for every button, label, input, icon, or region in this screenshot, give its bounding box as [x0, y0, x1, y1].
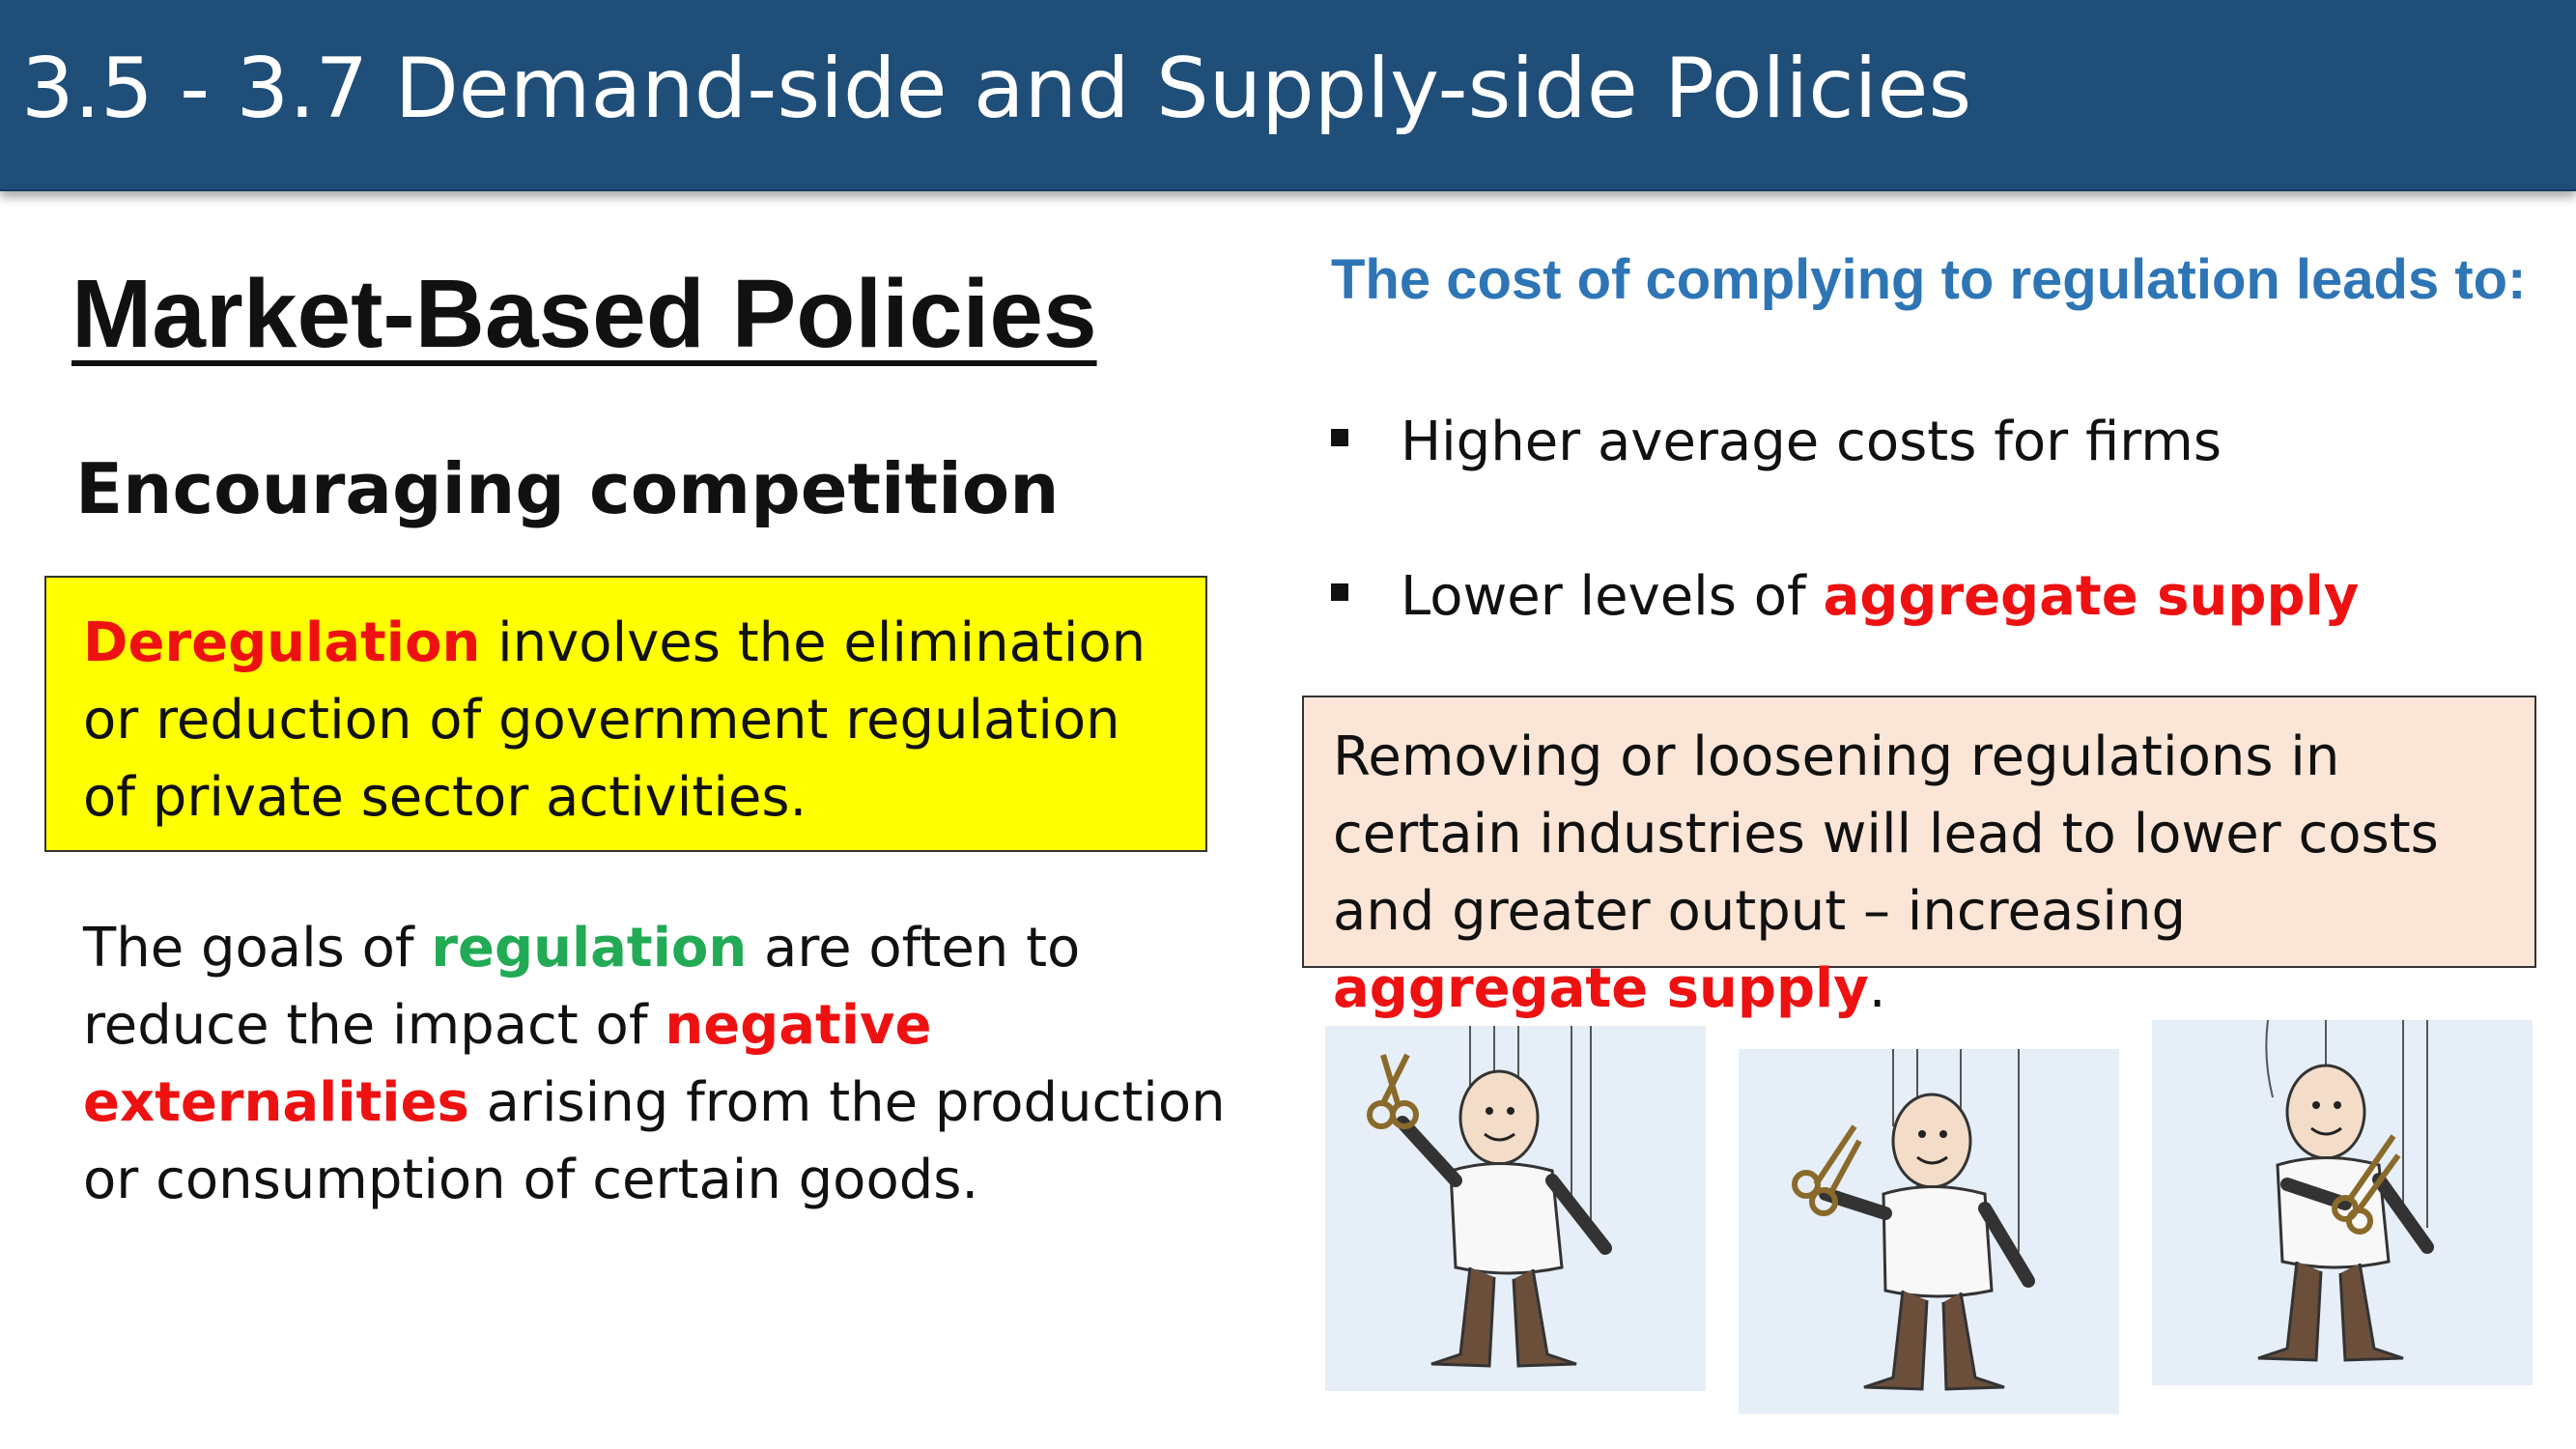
bullet-item: Lower levels of aggregate supply [1331, 558, 2359, 636]
aggregate-supply-term: aggregate supply [1333, 957, 1869, 1020]
definition-box: Deregulation involves the elimination or… [44, 576, 1207, 852]
goals-paragraph: The goals of regulation are often to red… [83, 910, 1232, 1219]
cost-heading: The cost of complying to regulation lead… [1331, 248, 2527, 311]
section-subheading: Encouraging competition [75, 448, 1060, 529]
goals-part2: are often to reduce the impact of [83, 917, 1081, 1057]
section-heading: Market-Based Policies [71, 260, 1097, 368]
regulation-term: regulation [431, 917, 748, 980]
bullet-item: Higher average costs for firms [1331, 404, 2222, 481]
summary-text: Removing or loosening regulations in cer… [1333, 725, 2439, 943]
title-bar: 3.5 - 3.7 Demand-side and Supply-side Po… [0, 0, 2576, 191]
slide-title: 3.5 - 3.7 Demand-side and Supply-side Po… [21, 41, 1972, 137]
aggregate-supply-term: aggregate supply [1823, 565, 2360, 628]
bullet-text: Lower levels of [1401, 565, 1824, 628]
negative-externalities-term: negative externalities [83, 994, 932, 1134]
bullet-square-icon [1331, 428, 1348, 446]
goals-part3: arising from the production or consumpti… [83, 1071, 1226, 1211]
puppet-cutting-strings-icon [2152, 1020, 2533, 1385]
deregulation-term: Deregulation [83, 611, 481, 674]
bullet-square-icon [1331, 582, 1348, 601]
bullet-text: Higher average costs for firms [1401, 411, 2222, 473]
summary-end: . [1868, 957, 1886, 1020]
puppet-cutting-strings-icon [1325, 1026, 1706, 1391]
goals-part1: The goals of [83, 917, 432, 980]
puppet-cutting-strings-icon [1739, 1049, 2119, 1414]
definition-text: involves the elimination or reduction of… [83, 611, 1146, 829]
summary-box: Removing or loosening regulations in cer… [1302, 696, 2536, 1020]
